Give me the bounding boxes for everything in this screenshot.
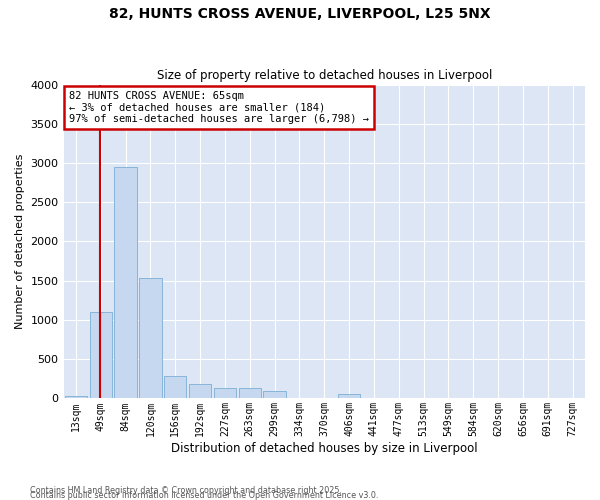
Bar — [239, 388, 261, 398]
Title: Size of property relative to detached houses in Liverpool: Size of property relative to detached ho… — [157, 69, 492, 82]
Text: 82, HUNTS CROSS AVENUE, LIVERPOOL, L25 5NX: 82, HUNTS CROSS AVENUE, LIVERPOOL, L25 5… — [109, 8, 491, 22]
Bar — [164, 376, 187, 398]
Bar — [139, 278, 161, 398]
Bar — [65, 396, 87, 398]
Bar — [263, 392, 286, 398]
Text: Contains public sector information licensed under the Open Government Licence v3: Contains public sector information licen… — [30, 491, 379, 500]
Bar — [214, 388, 236, 398]
Text: Contains HM Land Registry data © Crown copyright and database right 2025.: Contains HM Land Registry data © Crown c… — [30, 486, 342, 495]
Bar — [338, 394, 360, 398]
Bar — [89, 312, 112, 398]
Y-axis label: Number of detached properties: Number of detached properties — [15, 154, 25, 329]
Bar — [189, 384, 211, 398]
Bar — [115, 167, 137, 398]
Text: 82 HUNTS CROSS AVENUE: 65sqm
← 3% of detached houses are smaller (184)
97% of se: 82 HUNTS CROSS AVENUE: 65sqm ← 3% of det… — [69, 91, 369, 124]
X-axis label: Distribution of detached houses by size in Liverpool: Distribution of detached houses by size … — [171, 442, 478, 455]
